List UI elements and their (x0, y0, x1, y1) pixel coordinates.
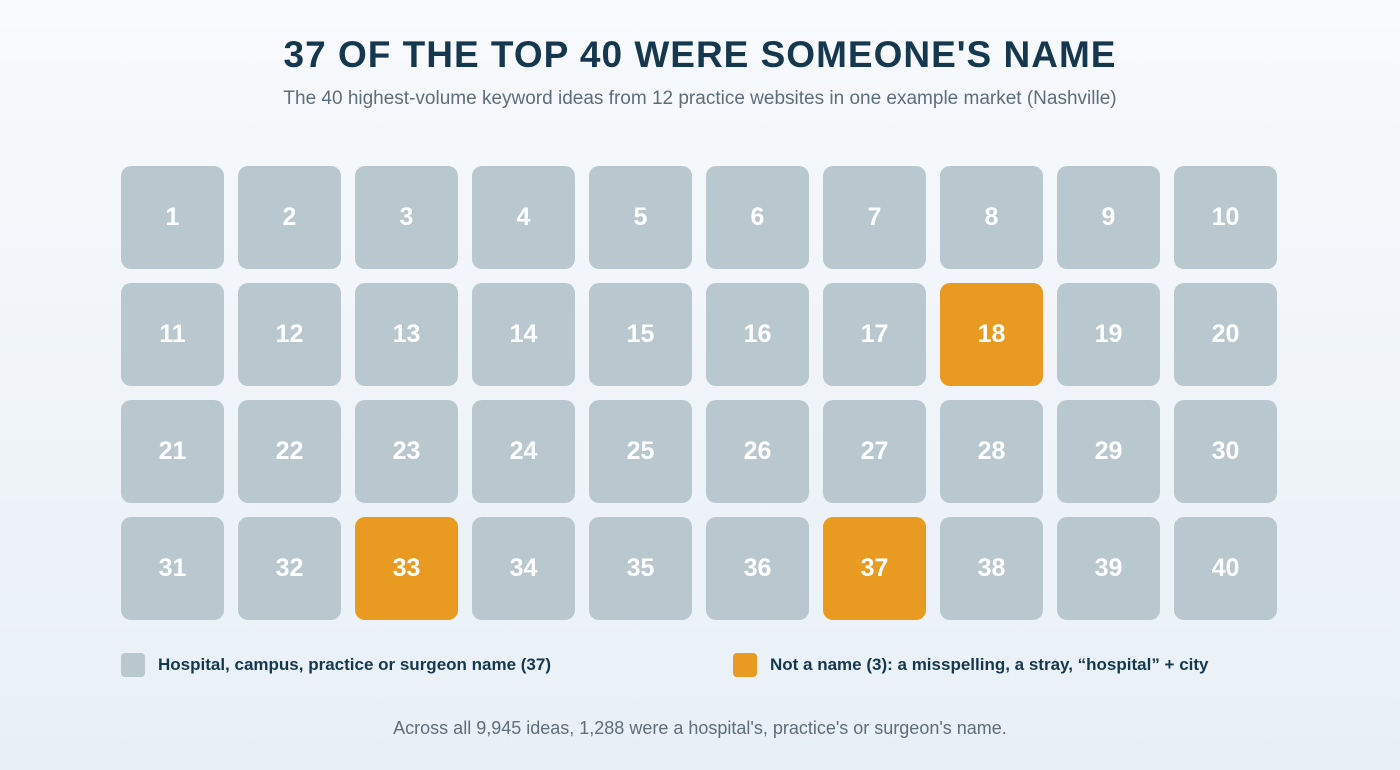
legend-label-not-name: Not a name (3): a misspelling, a stray, … (770, 655, 1209, 674)
chart-title: 37 OF THE TOP 40 WERE SOMEONE'S NAME (283, 34, 1117, 75)
legend-item-name: Hospital, campus, practice or surgeon na… (121, 653, 551, 677)
legend-item-not-name: Not a name (3): a misspelling, a stray, … (733, 653, 1209, 677)
waffle-cell-27: 27 (823, 400, 926, 503)
waffle-cell-3: 3 (355, 166, 458, 269)
waffle-cell-7: 7 (823, 166, 926, 269)
waffle-cell-32: 32 (238, 517, 341, 620)
waffle-cell-36: 36 (706, 517, 809, 620)
waffle-cell-21: 21 (121, 400, 224, 503)
waffle-grid: 1 2 3 4 5 6 7 8 9 10 11 12 13 14 15 16 17 18 19 20 21 22 23 24 2… (121, 166, 1279, 620)
chart-subtitle: The 40 highest-volume keyword ideas from… (283, 88, 1117, 109)
waffle-cell-31: 31 (121, 517, 224, 620)
waffle-cell-1: 1 (121, 166, 224, 269)
waffle-cell-13: 13 (355, 283, 458, 386)
waffle-cell-22: 22 (238, 400, 341, 503)
waffle-cell-2: 2 (238, 166, 341, 269)
waffle-cell-35: 35 (589, 517, 692, 620)
waffle-cell-9: 9 (1057, 166, 1160, 269)
waffle-cell-40: 40 (1174, 517, 1277, 620)
waffle-cell-33: 33 (355, 517, 458, 620)
legend-swatch-name (121, 653, 145, 677)
waffle-cell-15: 15 (589, 283, 692, 386)
footnote: Across all 9,945 ideas, 1,288 were a hos… (393, 718, 1007, 738)
waffle-cell-4: 4 (472, 166, 575, 269)
waffle-cell-24: 24 (472, 400, 575, 503)
waffle-cell-29: 29 (1057, 400, 1160, 503)
waffle-cell-23: 23 (355, 400, 458, 503)
waffle-cell-17: 17 (823, 283, 926, 386)
waffle-cell-19: 19 (1057, 283, 1160, 386)
waffle-cell-14: 14 (472, 283, 575, 386)
waffle-cell-25: 25 (589, 400, 692, 503)
waffle-cell-12: 12 (238, 283, 341, 386)
waffle-cell-38: 38 (940, 517, 1043, 620)
waffle-cell-16: 16 (706, 283, 809, 386)
waffle-cell-6: 6 (706, 166, 809, 269)
waffle-cell-30: 30 (1174, 400, 1277, 503)
waffle-cell-39: 39 (1057, 517, 1160, 620)
waffle-cell-18: 18 (940, 283, 1043, 386)
legend-swatch-not-name (733, 653, 757, 677)
waffle-cell-11: 11 (121, 283, 224, 386)
waffle-cell-34: 34 (472, 517, 575, 620)
waffle-cell-20: 20 (1174, 283, 1277, 386)
waffle-cell-26: 26 (706, 400, 809, 503)
waffle-cell-8: 8 (940, 166, 1043, 269)
legend-label-name: Hospital, campus, practice or surgeon na… (158, 655, 552, 674)
waffle-cell-5: 5 (589, 166, 692, 269)
waffle-cell-37: 37 (823, 517, 926, 620)
waffle-cell-10: 10 (1174, 166, 1277, 269)
waffle-cell-28: 28 (940, 400, 1043, 503)
